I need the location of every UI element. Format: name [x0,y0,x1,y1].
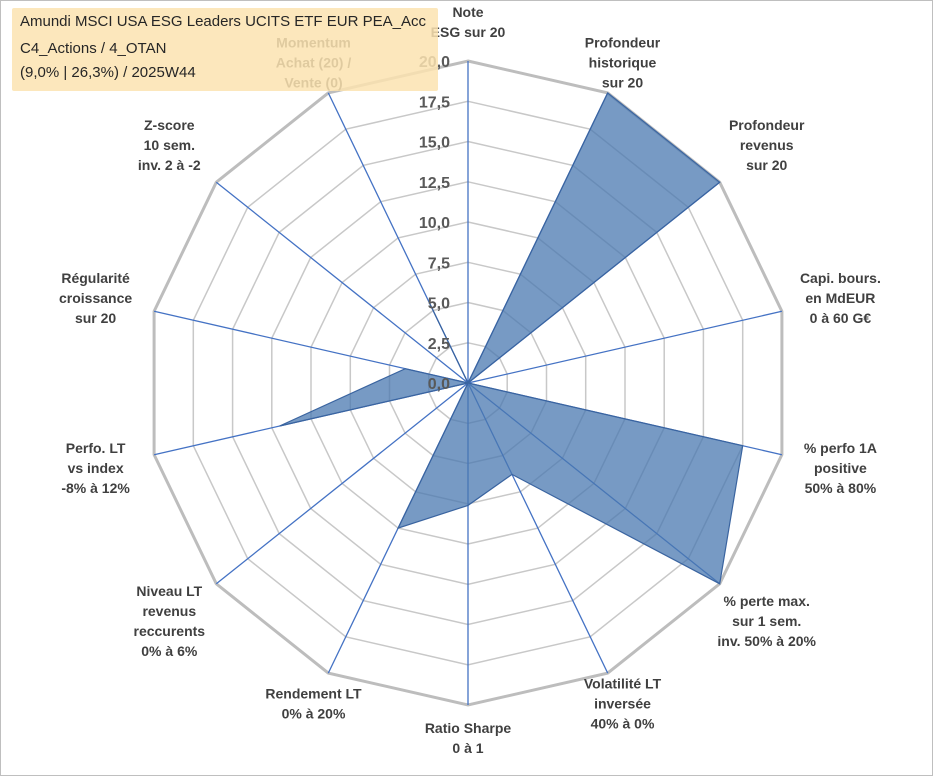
axis-label-0-line-1: ESG sur 20 [431,24,506,40]
axis-label-3-line-1: en MdEUR [805,290,875,306]
axis-label-11-line-0: Régularité [61,270,130,286]
axis-label-0: Note ESG sur 20 [431,4,506,40]
axis-label-12: Z-score 10 sem. inv. 2 à -2 [138,117,201,173]
axis-label-9-line-1: revenus [142,603,196,619]
axis-label-8-line-0: Rendement LT [265,686,362,702]
axis-label-2: Profondeur revenus sur 20 [729,117,805,173]
tick-label-1: 2,5 [428,336,450,353]
axis-label-8: Rendement LT 0% à 20% [265,686,362,722]
series-area [279,91,744,585]
axis-label-2-line-1: revenus [740,137,794,153]
axis-label-6-line-1: inversée [594,696,651,712]
axis-label-9-line-2: reccurents [134,623,206,639]
chart-title-line-1: Amundi MSCI USA ESG Leaders UCITS ETF EU… [20,13,426,30]
tick-label-6: 15,0 [419,135,450,152]
axis-label-10-line-2: -8% à 12% [61,480,130,496]
axis-label-1-line-2: sur 20 [602,74,643,90]
tick-label-4: 10,0 [419,215,450,232]
axis-label-12-line-0: Z-score [144,117,195,133]
axis-label-10-line-0: Perfo. LT [66,440,126,456]
axis-label-5-line-1: sur 1 sem. [732,613,801,629]
axis-label-4-line-0: % perfo 1A [804,440,877,456]
axis-label-5: % perte max. sur 1 sem. inv. 50% à 20% [717,593,816,649]
axis-label-5-line-0: % perte max. [724,593,810,609]
axis-label-3: Capi. bours. en MdEUR 0 à 60 G€ [800,270,881,326]
series-area-group [279,91,744,585]
axis-label-11-line-2: sur 20 [75,310,116,326]
axis-label-5-line-2: inv. 50% à 20% [717,633,816,649]
axis-label-9: Niveau LT revenus reccurents 0% à 6% [134,583,206,659]
tick-label-3: 7,5 [428,255,450,272]
axis-spoke-3 [467,310,783,384]
chart-title-line-2: C4_Actions / 4_OTAN [20,40,167,57]
axis-label-3-line-2: 0 à 60 G€ [810,310,872,326]
chart-title-line-3: (9,0% | 26,3%) / 2025W44 [20,64,196,81]
axis-label-4-line-1: positive [814,460,867,476]
axis-label-12-line-2: inv. 2 à -2 [138,157,201,173]
axis-label-1-line-0: Profondeur [585,34,661,50]
axis-label-2-line-2: sur 20 [746,157,787,173]
tick-labels: 0,02,55,07,510,012,515,017,520,0 [419,54,450,393]
axis-label-9-line-0: Niveau LT [136,583,202,599]
axis-label-9-line-3: 0% à 6% [141,643,198,659]
axis-label-10: Perfo. LT vs index -8% à 12% [61,440,130,496]
axis-spoke-12 [215,181,469,384]
tick-label-7: 17,5 [419,94,450,111]
axis-spoke-9 [215,382,469,585]
tick-label-2: 5,0 [428,296,450,313]
axis-label-1-line-1: historique [589,54,657,70]
axis-label-11-line-1: croissance [59,290,132,306]
axis-label-6-line-2: 40% à 0% [591,716,655,732]
axis-label-7-line-1: 0 à 1 [452,740,483,756]
axis-label-3-line-0: Capi. bours. [800,270,881,286]
axis-label-11: Régularité croissance sur 20 [59,270,132,326]
tick-label-5: 12,5 [419,175,450,192]
axis-label-12-line-1: 10 sem. [144,137,195,153]
axis-label-7-line-0: Ratio Sharpe [425,720,512,736]
axis-label-1: Profondeur historique sur 20 [585,34,661,90]
axis-label-2-line-0: Profondeur [729,117,805,133]
axis-label-4: % perfo 1A positive 50% à 80% [804,440,877,496]
axis-label-6-line-0: Volatilité LT [584,676,662,692]
axis-label-7: Ratio Sharpe 0 à 1 [425,720,512,756]
tick-label-0: 0,0 [428,376,450,393]
axis-label-6: Volatilité LT inversée 40% à 0% [584,676,662,732]
axis-label-8-line-1: 0% à 20% [282,706,346,722]
axis-label-10-line-1: vs index [68,460,124,476]
axis-label-4-line-2: 50% à 80% [805,480,877,496]
axis-label-0-line-0: Note [452,4,483,20]
chart-title-box [12,8,438,91]
